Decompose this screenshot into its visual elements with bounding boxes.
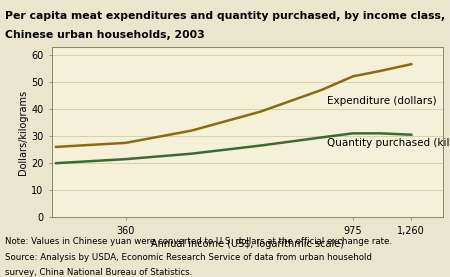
Text: Per capita meat expenditures and quantity purchased, by income class,: Per capita meat expenditures and quantit… bbox=[5, 11, 445, 21]
X-axis label: Annual income (US$, logarithmic scale): Annual income (US$, logarithmic scale) bbox=[151, 238, 344, 248]
Text: Source: Analysis by USDA, Economic Research Service of data from urban household: Source: Analysis by USDA, Economic Resea… bbox=[5, 253, 372, 262]
Text: Expenditure (dollars): Expenditure (dollars) bbox=[327, 96, 436, 106]
Text: survey, China National Bureau of Statistics.: survey, China National Bureau of Statist… bbox=[5, 268, 193, 277]
Text: Chinese urban households, 2003: Chinese urban households, 2003 bbox=[5, 30, 205, 40]
Y-axis label: Dollars/kilograms: Dollars/kilograms bbox=[18, 89, 28, 175]
Text: Quantity purchased (kilograms): Quantity purchased (kilograms) bbox=[327, 138, 450, 148]
Text: Note: Values in Chinese yuan were converted to U.S. dollars at the official exch: Note: Values in Chinese yuan were conver… bbox=[5, 237, 392, 246]
